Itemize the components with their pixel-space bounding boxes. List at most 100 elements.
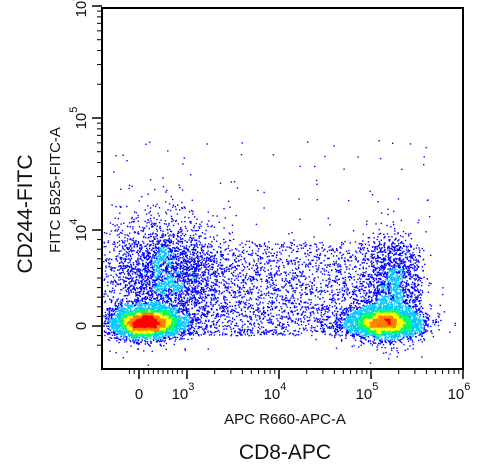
- event-dot: [332, 313, 334, 315]
- event-dot: [181, 338, 183, 340]
- event-dot: [168, 328, 170, 330]
- event-dot: [147, 321, 149, 323]
- event-dot: [155, 341, 158, 343]
- event-dot: [125, 319, 127, 321]
- event-dot: [111, 317, 114, 319]
- event-dot: [111, 334, 114, 336]
- event-dot: [189, 328, 191, 331]
- event-dot: [169, 329, 171, 331]
- event-dot: [164, 316, 166, 319]
- event-dot: [126, 312, 129, 314]
- event-dot: [140, 328, 142, 331]
- event-dot: [122, 338, 124, 340]
- event-dot: [152, 326, 155, 328]
- event-dot: [169, 312, 171, 314]
- event-dot: [120, 338, 122, 341]
- event-dot: [126, 297, 128, 300]
- event-dot: [362, 307, 364, 310]
- event-dot: [128, 319, 131, 322]
- event-dot: [132, 319, 134, 321]
- event-dot: [114, 331, 117, 333]
- event-dot: [119, 323, 122, 325]
- event-dot: [111, 309, 113, 311]
- event-dot: [121, 315, 123, 318]
- event-dot: [164, 336, 166, 339]
- event-dot: [115, 320, 118, 323]
- event-dot: [129, 314, 131, 317]
- event-dot: [125, 315, 128, 317]
- event-dot: [127, 324, 130, 326]
- event-dot: [154, 325, 156, 328]
- event-dot: [154, 303, 156, 306]
- event-dot: [134, 329, 136, 331]
- event-dot: [156, 297, 158, 299]
- event-dot: [122, 311, 124, 313]
- event-dot: [152, 316, 154, 318]
- event-dot: [165, 308, 167, 310]
- event-dot: [352, 318, 354, 320]
- event-dot: [165, 319, 167, 322]
- event-dot: [376, 338, 378, 340]
- event-dot: [423, 328, 425, 330]
- event-dot: [181, 317, 184, 319]
- event-dot: [191, 326, 193, 328]
- event-dot: [175, 308, 177, 311]
- event-dot: [139, 326, 141, 328]
- event-dot: [412, 312, 414, 315]
- event-dot: [161, 319, 163, 322]
- event-dot: [140, 319, 143, 321]
- event-dot: [128, 310, 130, 312]
- event-dot: [163, 318, 165, 321]
- event-dot: [143, 319, 145, 321]
- event-dot: [350, 302, 352, 305]
- event-dot: [141, 308, 143, 310]
- event-dot: [176, 326, 178, 329]
- event-dot: [120, 336, 122, 338]
- event-dot: [119, 328, 122, 331]
- event-dot: [412, 334, 414, 336]
- event-dot: [134, 323, 137, 326]
- event-dot: [389, 341, 391, 343]
- event-dot: [118, 327, 120, 329]
- event-dot: [161, 340, 163, 342]
- event-dot: [385, 304, 388, 306]
- event-dot: [115, 326, 117, 328]
- event-dot: [108, 311, 110, 313]
- event-dot: [117, 316, 120, 318]
- event-dot: [345, 310, 347, 312]
- event-dot: [112, 328, 114, 330]
- event-dot: [124, 341, 126, 343]
- event-dot: [105, 315, 108, 317]
- event-dot: [156, 315, 158, 317]
- event-dot: [346, 328, 348, 330]
- event-dot: [141, 312, 143, 314]
- event-dot: [140, 330, 142, 332]
- event-dot: [358, 346, 360, 348]
- event-dot: [137, 319, 139, 322]
- event-dot: [161, 306, 164, 308]
- event-dot: [144, 331, 147, 333]
- event-dot: [122, 298, 124, 300]
- event-dot: [175, 313, 177, 315]
- event-dot: [155, 337, 158, 340]
- event-dot: [114, 318, 116, 320]
- event-dot: [112, 323, 114, 325]
- event-dot: [119, 318, 121, 320]
- event-dot: [164, 337, 166, 340]
- event-dot: [114, 308, 116, 311]
- event-dot: [171, 310, 173, 313]
- event-dot: [135, 333, 137, 335]
- event-dot: [158, 336, 161, 338]
- event-dot: [145, 328, 147, 330]
- event-dot: [149, 340, 152, 343]
- event-dot: [160, 313, 163, 315]
- event-dot: [124, 314, 126, 316]
- event-dot: [422, 323, 424, 325]
- event-dot: [137, 343, 140, 346]
- event-dot: [181, 324, 183, 327]
- event-dot: [125, 314, 127, 317]
- event-dot: [148, 298, 150, 300]
- event-dot: [110, 331, 113, 334]
- event-dot: [119, 320, 122, 322]
- event-dot: [174, 329, 176, 331]
